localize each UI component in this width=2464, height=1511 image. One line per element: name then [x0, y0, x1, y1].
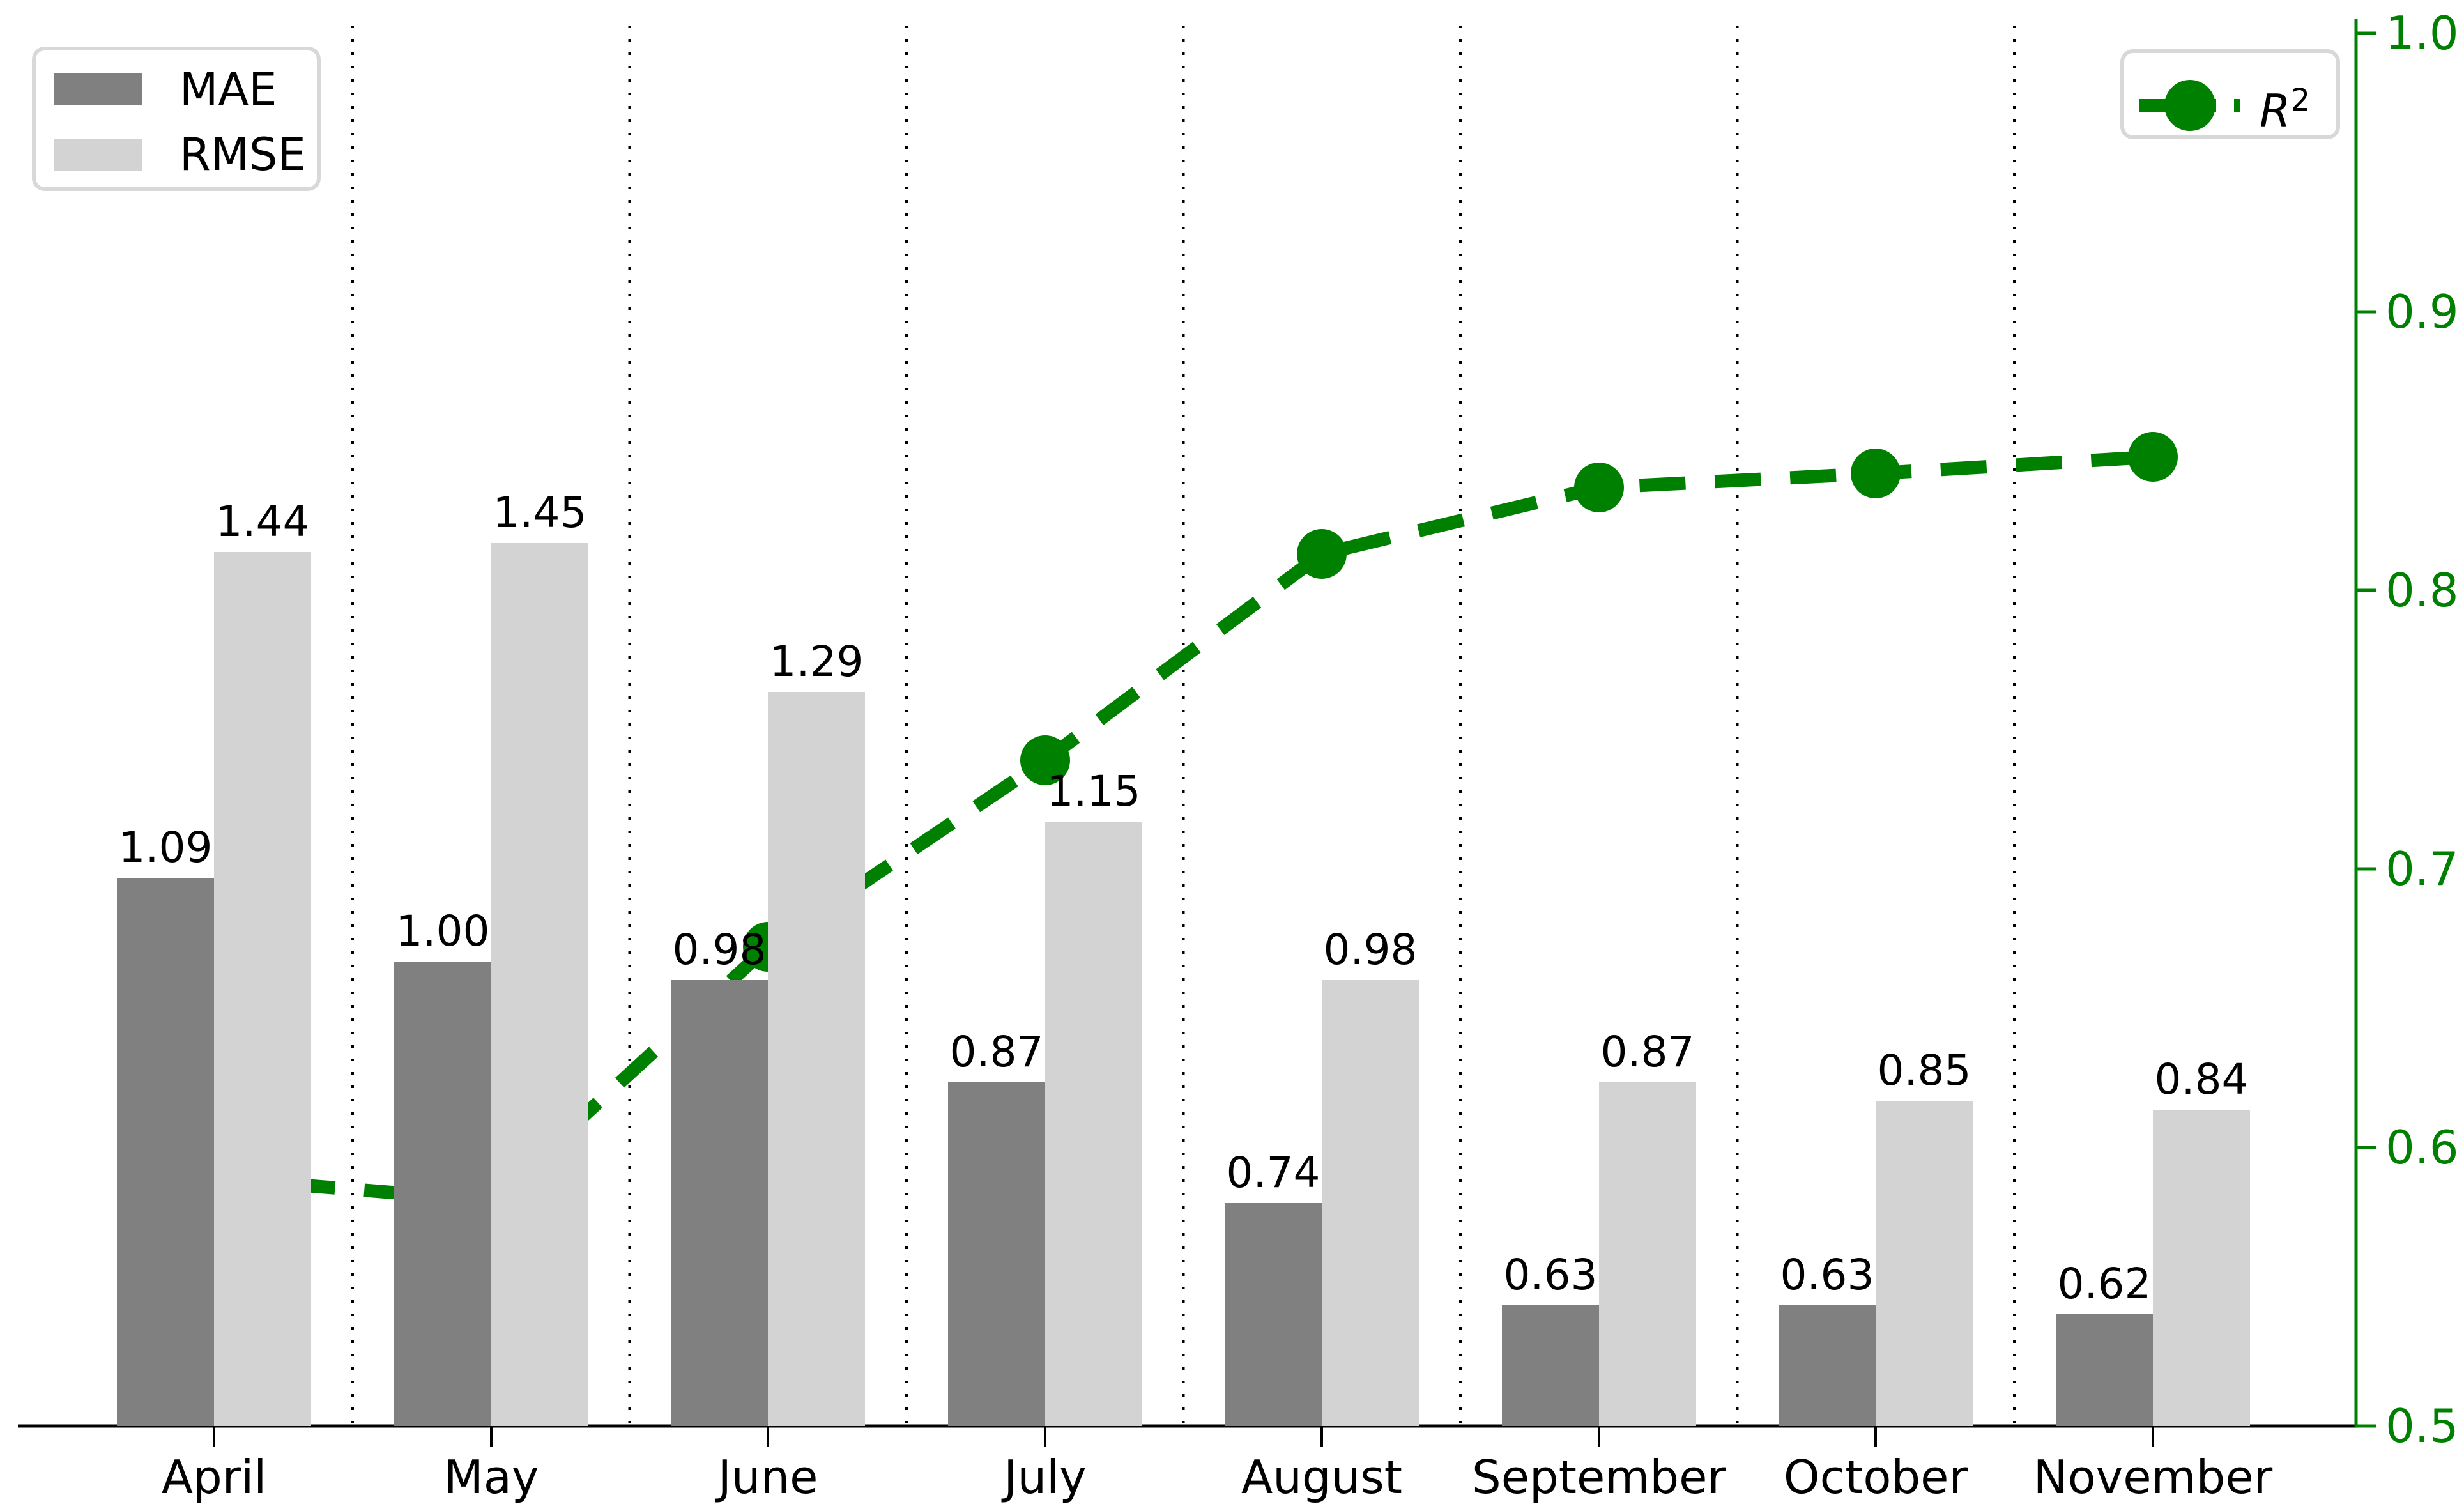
- right-y-axis-tick-label: 0.5: [2385, 1399, 2459, 1453]
- mae-bar-june: [671, 979, 768, 1426]
- r2-marker: [1020, 735, 1070, 785]
- mae-swatch: [54, 73, 142, 105]
- rmse-value-label: 1.44: [215, 497, 310, 547]
- x-axis-label-august: August: [1241, 1450, 1402, 1504]
- mae-value-label: 0.98: [672, 924, 767, 974]
- legend-label-rmse: RMSE: [180, 128, 306, 181]
- mae-bar-april: [117, 877, 214, 1426]
- mae-value-label: 0.74: [1226, 1147, 1320, 1197]
- rmse-value-label: 1.45: [493, 487, 587, 537]
- mae-bar-august: [1225, 1202, 1322, 1426]
- right-y-axis-tick-label: 0.7: [2385, 842, 2459, 896]
- mae-bar-september: [1502, 1305, 1599, 1426]
- x-axis-label-july: July: [1004, 1450, 1087, 1504]
- rmse-swatch: [54, 139, 142, 171]
- rmse-bar-april: [214, 552, 311, 1426]
- rmse-value-label: 0.84: [2154, 1055, 2249, 1105]
- mae-value-label: 0.63: [1780, 1250, 1874, 1300]
- rmse-value-label: 1.15: [1046, 767, 1141, 817]
- mae-bar-may: [394, 961, 491, 1426]
- rmse-value-label: 1.29: [769, 636, 864, 686]
- mae-value-label: 0.62: [2057, 1259, 2152, 1309]
- r2-marker: [2128, 432, 2178, 482]
- mae-bar-july: [948, 1082, 1045, 1426]
- legend-r2: R2: [2120, 49, 2340, 139]
- x-axis-label-may: May: [443, 1450, 539, 1504]
- r2-marker: [1851, 449, 1901, 498]
- mae-value-label: 1.00: [395, 906, 490, 956]
- x-axis-label-september: September: [1472, 1450, 1726, 1504]
- right-y-axis-tick-label: 0.9: [2385, 285, 2459, 339]
- rmse-bar-august: [1322, 979, 1419, 1426]
- legend-bars: MAE RMSE: [32, 47, 321, 191]
- r2-line-marker-icon: [2139, 80, 2240, 131]
- x-axis-label-november: November: [2033, 1450, 2273, 1504]
- rmse-value-label: 0.87: [1600, 1027, 1695, 1077]
- rmse-bar-november: [2153, 1110, 2250, 1426]
- right-y-axis-tick-label: 0.8: [2385, 564, 2459, 617]
- r2-marker: [1297, 529, 1347, 579]
- right-y-axis-tick-label: 1.0: [2385, 6, 2459, 60]
- rmse-value-label: 0.85: [1877, 1045, 1971, 1095]
- mae-bar-october: [1779, 1305, 1876, 1426]
- mae-value-label: 1.09: [118, 822, 213, 872]
- rmse-bar-june: [768, 691, 865, 1426]
- mae-value-label: 0.87: [949, 1027, 1044, 1077]
- rmse-bar-september: [1599, 1082, 1696, 1426]
- legend-label-mae: MAE: [180, 63, 277, 116]
- r2-marker: [1574, 463, 1624, 512]
- mae-value-label: 0.63: [1503, 1250, 1598, 1300]
- rmse-bar-may: [491, 542, 588, 1426]
- legend-row-r2: R2: [2137, 76, 2310, 135]
- x-axis-label-october: October: [1783, 1450, 1968, 1504]
- right-y-axis-tick-label: 0.6: [2385, 1121, 2459, 1174]
- x-axis-label-june: June: [717, 1450, 818, 1504]
- x-axis-label-april: April: [161, 1450, 267, 1504]
- legend-label-r2: R2: [2260, 82, 2311, 137]
- rmse-bar-july: [1045, 822, 1142, 1426]
- legend-row-rmse: RMSE: [54, 132, 306, 177]
- legend-row-mae: MAE: [54, 67, 277, 112]
- rmse-value-label: 0.98: [1323, 924, 1418, 974]
- rmse-bar-october: [1876, 1100, 1973, 1426]
- mae-bar-november: [2056, 1314, 2153, 1426]
